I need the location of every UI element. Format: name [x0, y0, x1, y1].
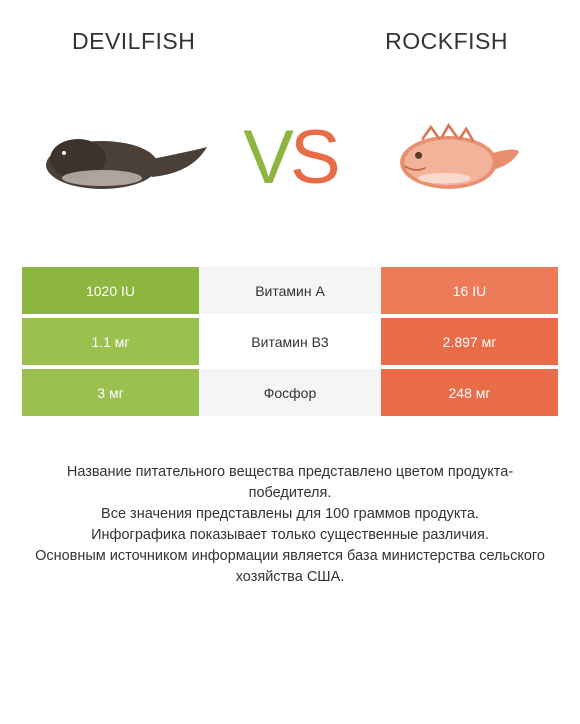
vs-v: V	[243, 115, 290, 200]
footnote-line: Все значения представлены для 100 граммо…	[32, 504, 548, 525]
rockfish-image	[368, 103, 538, 213]
cell-right: 2.897 мг	[381, 318, 558, 365]
cell-mid: Фосфор	[199, 369, 381, 416]
images-row: VS	[22, 103, 558, 213]
table-row: 3 мг Фосфор 248 мг	[22, 369, 558, 416]
footnote: Название питательного вещества представл…	[22, 462, 558, 588]
footnote-line: Название питательного вещества представл…	[32, 462, 548, 504]
footnote-line: Инфографика показывает только существенн…	[32, 525, 548, 546]
vs-s: S	[290, 115, 337, 200]
cell-mid: Витамин A	[199, 267, 381, 314]
table-row: 1.1 мг Витамин B3 2.897 мг	[22, 318, 558, 365]
cell-mid: Витамин B3	[199, 318, 381, 365]
cell-right: 248 мг	[381, 369, 558, 416]
vs-label: VS	[243, 120, 336, 196]
comparison-infographic: Devilfish Rockfish VS	[0, 0, 580, 608]
table-row: 1020 IU Витамин A 16 IU	[22, 267, 558, 314]
left-product-title: Devilfish	[72, 28, 195, 55]
comparison-table: 1020 IU Витамин A 16 IU 1.1 мг Витамин B…	[22, 267, 558, 416]
header-row: Devilfish Rockfish	[22, 28, 558, 55]
cell-left: 1.1 мг	[22, 318, 199, 365]
cell-right: 16 IU	[381, 267, 558, 314]
devilfish-image	[42, 103, 212, 213]
footnote-line: Основным источником информации является …	[32, 546, 548, 588]
cell-left: 1020 IU	[22, 267, 199, 314]
right-product-title: Rockfish	[385, 28, 508, 55]
cell-left: 3 мг	[22, 369, 199, 416]
